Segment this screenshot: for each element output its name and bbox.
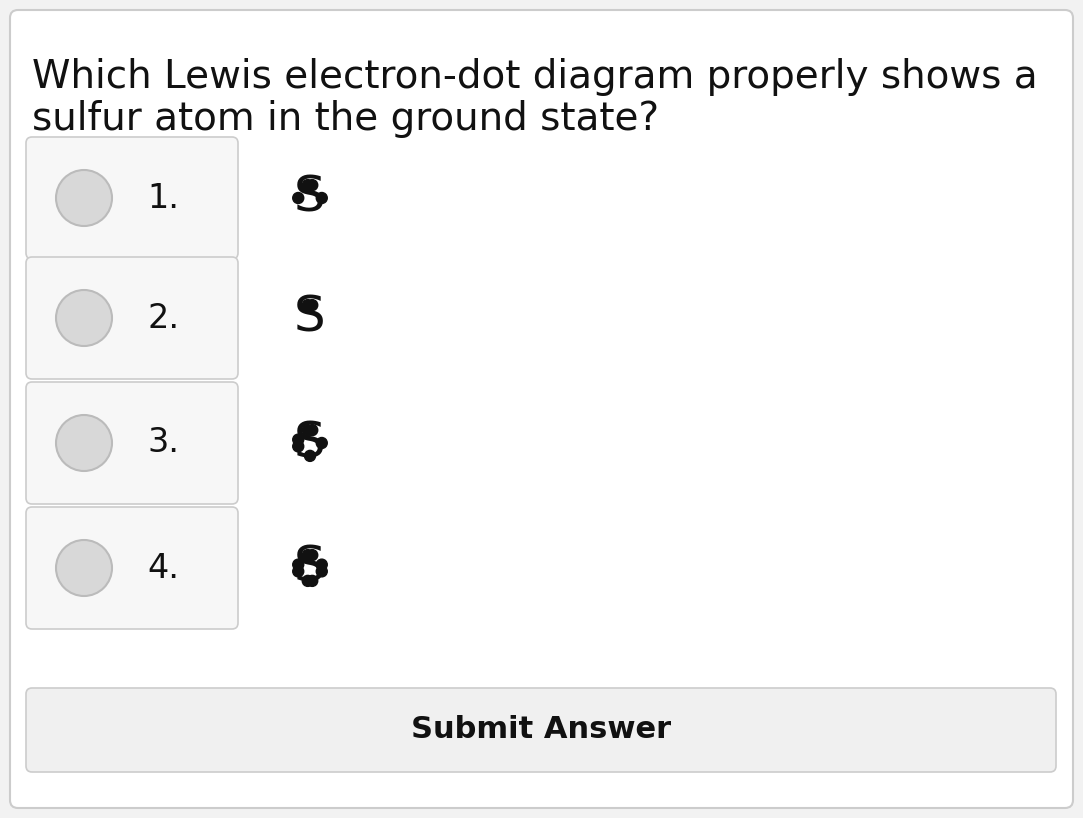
Circle shape [56, 170, 112, 226]
Circle shape [302, 425, 313, 436]
Circle shape [306, 550, 317, 560]
Circle shape [304, 451, 315, 461]
Text: S: S [295, 544, 326, 592]
FancyBboxPatch shape [26, 688, 1056, 772]
Circle shape [316, 560, 327, 570]
Text: 2.: 2. [147, 302, 179, 335]
Circle shape [306, 425, 317, 436]
Circle shape [302, 550, 313, 560]
Circle shape [302, 575, 313, 587]
FancyBboxPatch shape [26, 137, 238, 259]
Text: Which Lewis electron-dot diagram properly shows a: Which Lewis electron-dot diagram properl… [32, 58, 1038, 96]
Circle shape [302, 180, 313, 191]
Text: 1.: 1. [147, 182, 179, 214]
Circle shape [292, 441, 303, 452]
FancyBboxPatch shape [26, 382, 238, 504]
Text: 3.: 3. [147, 426, 179, 460]
Text: Submit Answer: Submit Answer [410, 716, 671, 744]
Circle shape [316, 566, 327, 577]
Circle shape [292, 192, 303, 204]
Circle shape [316, 438, 327, 448]
FancyBboxPatch shape [10, 10, 1073, 808]
Circle shape [56, 415, 112, 471]
Circle shape [306, 575, 317, 587]
Text: 4.: 4. [147, 551, 179, 585]
Text: S: S [295, 174, 326, 222]
Circle shape [316, 192, 327, 204]
Circle shape [56, 290, 112, 346]
Circle shape [306, 180, 317, 191]
Circle shape [292, 560, 303, 570]
Circle shape [292, 566, 303, 577]
Circle shape [302, 299, 313, 311]
Circle shape [306, 299, 317, 311]
Circle shape [292, 434, 303, 445]
Text: sulfur atom in the ground state?: sulfur atom in the ground state? [32, 100, 660, 138]
FancyBboxPatch shape [26, 507, 238, 629]
Text: S: S [295, 294, 326, 342]
FancyBboxPatch shape [26, 257, 238, 379]
Circle shape [56, 540, 112, 596]
Text: S: S [295, 419, 326, 467]
